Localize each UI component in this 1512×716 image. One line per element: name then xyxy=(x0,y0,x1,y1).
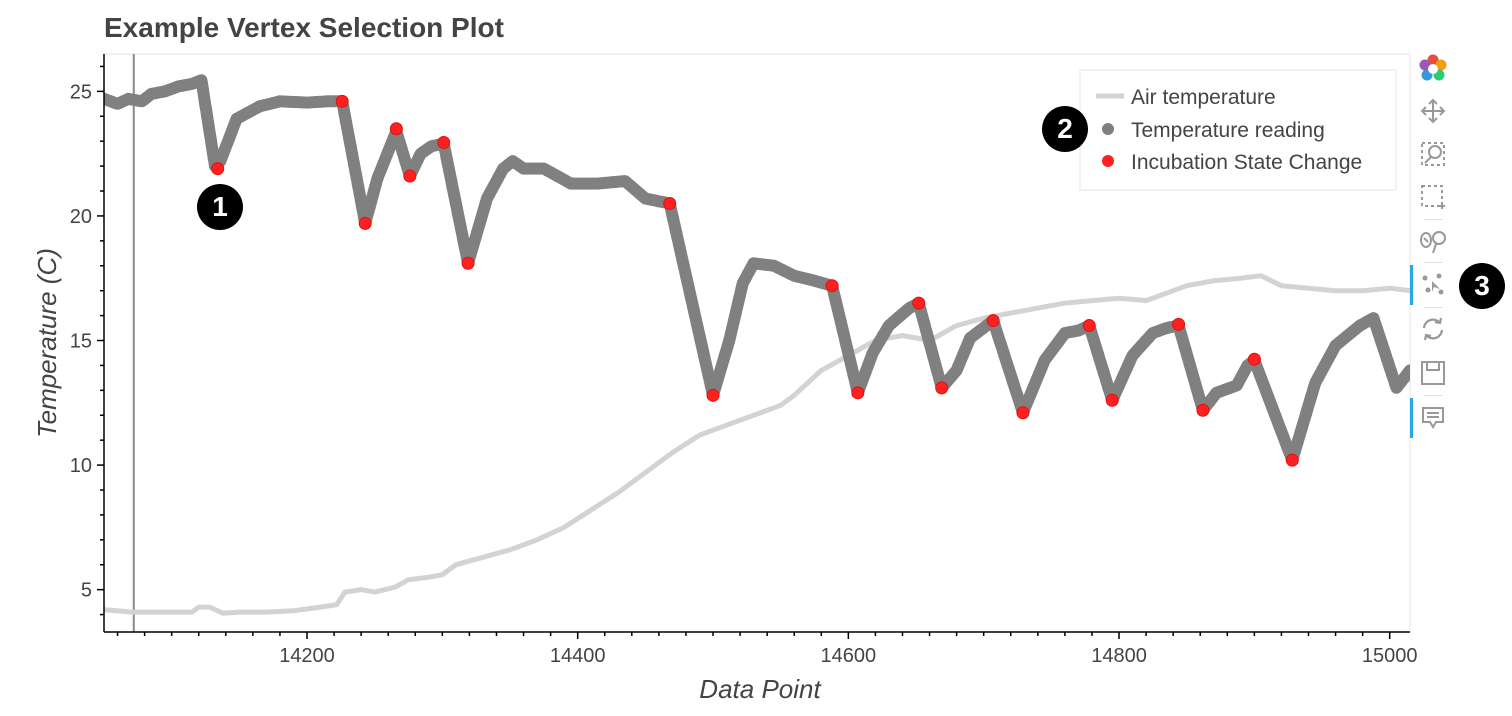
point-draw-icon[interactable] xyxy=(1416,268,1450,302)
incubation-state-change-point[interactable] xyxy=(1247,352,1261,366)
incubation-state-change-point[interactable] xyxy=(706,388,720,402)
reset-icon[interactable] xyxy=(1416,312,1450,346)
y-tick-label: 20 xyxy=(70,206,92,228)
lasso-select-icon[interactable] xyxy=(1416,224,1450,258)
callout-3: 3 xyxy=(1459,263,1505,309)
y-axis-label: Temperature (C) xyxy=(32,248,62,438)
legend: Air temperature Temperature reading Incu… xyxy=(1079,69,1397,191)
incubation-state-change-point[interactable] xyxy=(461,256,475,270)
x-tick-label: 14200 xyxy=(279,645,335,667)
x-tick-label: 14800 xyxy=(1091,645,1147,667)
toolbar-separator xyxy=(1424,262,1442,263)
y-tick-label: 25 xyxy=(70,81,92,103)
legend-label-temperature-reading: Temperature reading xyxy=(1131,119,1325,142)
incubation-state-change-point[interactable] xyxy=(1172,317,1186,331)
axes-layer: 5 10 15 20 25 14200 14400 14600 14800 15000 xyxy=(70,54,1418,667)
y-tick-label: 15 xyxy=(70,331,92,353)
legend-box xyxy=(1079,69,1397,191)
legend-swatch-incubation-state-change xyxy=(1102,155,1114,167)
chart-title: Example Vertex Selection Plot xyxy=(104,12,504,43)
series-incubation-state-change xyxy=(211,94,1299,467)
incubation-state-change-point[interactable] xyxy=(912,296,926,310)
plot-area xyxy=(104,54,1410,632)
x-tick-label: 15000 xyxy=(1362,645,1418,667)
series-line-air-temperature xyxy=(104,273,1410,616)
toolbar-separator xyxy=(1424,395,1442,396)
incubation-state-change-point[interactable] xyxy=(389,122,403,136)
incubation-state-change-point[interactable] xyxy=(935,381,949,395)
incubation-state-change-point[interactable] xyxy=(1105,393,1119,407)
save-icon[interactable] xyxy=(1416,356,1450,390)
incubation-state-change-point[interactable] xyxy=(986,314,1000,328)
toolbar-separator xyxy=(1424,307,1442,308)
temperature-reading-point xyxy=(1404,364,1410,377)
legend-label-incubation-state-change: Incubation State Change xyxy=(1131,151,1362,174)
y-tick-label: 10 xyxy=(70,455,92,477)
incubation-state-change-point[interactable] xyxy=(825,279,839,293)
active-tool-indicator xyxy=(1410,265,1413,305)
box-select-icon[interactable] xyxy=(1416,180,1450,214)
incubation-state-change-point[interactable] xyxy=(1016,406,1030,420)
incubation-state-change-point[interactable] xyxy=(663,196,677,210)
x-tick-label: 14600 xyxy=(821,645,877,667)
incubation-state-change-point[interactable] xyxy=(335,94,349,108)
toolbar-separator xyxy=(1424,219,1442,220)
incubation-state-change-point[interactable] xyxy=(1082,319,1096,333)
series-layer xyxy=(104,54,1410,632)
incubation-state-change-point[interactable] xyxy=(437,135,451,149)
incubation-state-change-point[interactable] xyxy=(211,162,225,176)
legend-swatch-temperature-reading xyxy=(1102,123,1114,135)
incubation-state-change-point[interactable] xyxy=(1285,453,1299,467)
pan-icon[interactable] xyxy=(1416,94,1450,128)
incubation-state-change-point[interactable] xyxy=(358,216,372,230)
x-tick-label: 14400 xyxy=(550,645,606,667)
active-tool-indicator xyxy=(1410,398,1413,438)
callout-2: 2 xyxy=(1042,106,1088,152)
incubation-state-change-point[interactable] xyxy=(403,169,417,183)
callout-1: 1 xyxy=(197,184,243,230)
legend-label-air-temperature: Air temperature xyxy=(1131,86,1276,109)
incubation-state-change-point[interactable] xyxy=(851,386,865,400)
box-zoom-icon[interactable] xyxy=(1416,137,1450,171)
hover-icon[interactable] xyxy=(1416,401,1450,435)
y-tick-label: 5 xyxy=(81,580,92,602)
incubation-state-change-point[interactable] xyxy=(1196,403,1210,417)
x-axis-label: Data Point xyxy=(699,674,822,704)
bokeh-logo-icon[interactable] xyxy=(1416,52,1450,86)
